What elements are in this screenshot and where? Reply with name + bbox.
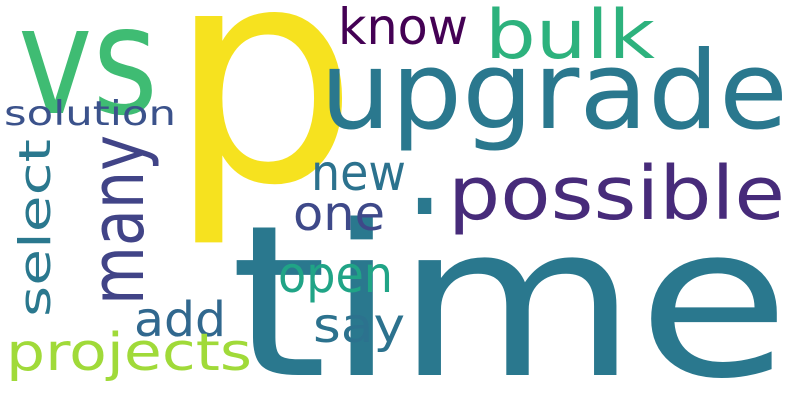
word-vs: vs [18, 0, 158, 149]
word-say: say [313, 298, 405, 354]
word-p: p [168, 0, 358, 251]
word-possible: possible [448, 151, 785, 237]
word-bulk: bulk [485, 0, 656, 75]
word-projects: projects [6, 323, 252, 383]
word-upgrade: upgrade [320, 29, 788, 154]
word-add: add [134, 292, 226, 348]
word-one: one [293, 186, 385, 242]
word-dot: . [404, 93, 445, 245]
word-new: new [311, 144, 406, 202]
word-open: open [278, 246, 393, 304]
word-time: time [230, 180, 790, 400]
word-select: select [10, 139, 61, 317]
word-know: know [338, 0, 468, 56]
word-many: many [75, 135, 161, 305]
word-solution: solution [4, 94, 176, 134]
